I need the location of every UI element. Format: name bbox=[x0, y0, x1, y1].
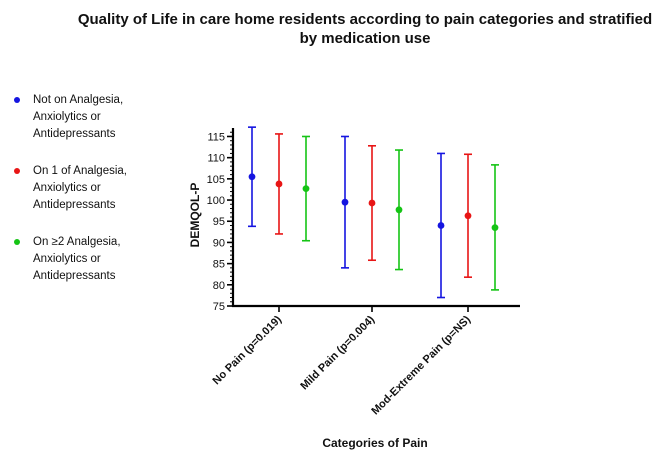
y-tick-label: 90 bbox=[213, 237, 225, 249]
y-tick-label: 85 bbox=[213, 259, 225, 271]
legend: Not on Analgesia, Anxiolytics or Antidep… bbox=[8, 92, 183, 305]
y-tick-label: 75 bbox=[213, 301, 225, 313]
y-axis-label: DEMQOL-P bbox=[188, 183, 202, 248]
y-axis: 75 80 85 90 95 100 105 110 115 bbox=[207, 128, 235, 313]
data-marks bbox=[248, 126, 499, 299]
x-axis-label: Categories of Pain bbox=[322, 436, 427, 450]
x-tick-label: No Pain (p=0.019) bbox=[211, 313, 285, 387]
data-point bbox=[437, 222, 445, 229]
y-tick-label: 80 bbox=[213, 280, 225, 292]
data-point bbox=[395, 206, 403, 214]
data-point bbox=[248, 173, 256, 181]
x-axis: No Pain (p=0.019) Mild Pain (p=0.004)Mod-… bbox=[211, 304, 520, 417]
y-tick-label: 105 bbox=[207, 174, 225, 186]
x-tick-label: Mod-Extreme Pain (p=NS) bbox=[369, 313, 473, 417]
legend-item-one: On 1 of Analgesia, Anxiolytics or Antide… bbox=[8, 163, 183, 214]
legend-label: Not on Analgesia, Anxiolytics or Antidep… bbox=[33, 94, 124, 140]
data-point bbox=[302, 185, 310, 193]
data-point bbox=[275, 180, 283, 188]
legend-marker-red bbox=[14, 168, 20, 174]
data-point bbox=[341, 198, 349, 206]
legend-label: On 1 of Analgesia, Anxiolytics or Antide… bbox=[33, 165, 127, 211]
x-tick-label: Mild Pain (p=0.004) bbox=[298, 313, 377, 392]
legend-marker-green bbox=[14, 239, 20, 245]
legend-item-two-plus: On ≥2 Analgesia, Anxiolytics or Antidepr… bbox=[8, 234, 183, 285]
y-tick-label: 110 bbox=[207, 153, 225, 165]
y-tick-label: 95 bbox=[213, 216, 225, 228]
y-tick-label: 100 bbox=[207, 195, 225, 207]
legend-label: On ≥2 Analgesia, Anxiolytics or Antidepr… bbox=[33, 236, 121, 282]
data-point bbox=[464, 212, 472, 220]
y-tick-label: 115 bbox=[207, 131, 225, 143]
legend-item-none: Not on Analgesia, Anxiolytics or Antidep… bbox=[8, 92, 183, 143]
chart-title: Quality of Life in care home residents a… bbox=[77, 11, 653, 47]
data-point bbox=[368, 199, 376, 207]
legend-marker-blue bbox=[14, 97, 20, 103]
data-point bbox=[491, 224, 499, 231]
